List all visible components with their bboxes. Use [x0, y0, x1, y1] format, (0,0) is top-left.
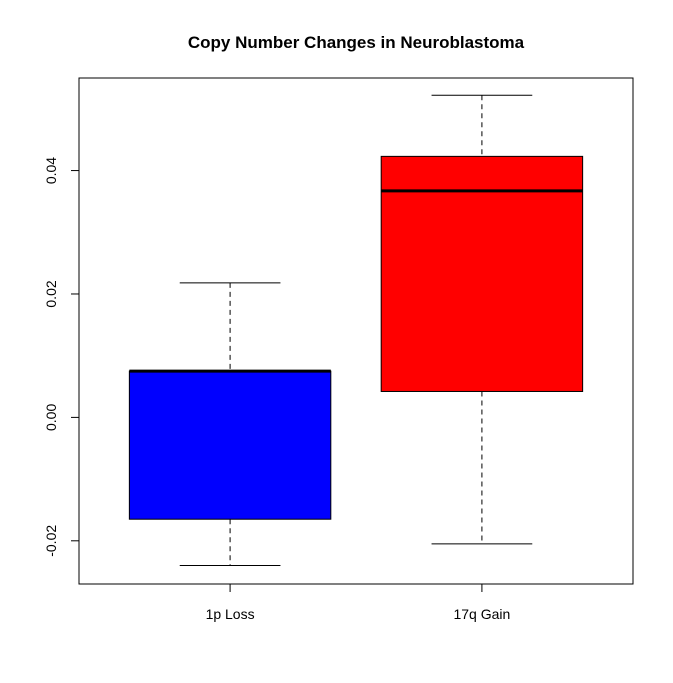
y-tick-label: -0.02: [43, 525, 59, 557]
box-2: [380, 94, 584, 545]
x-axis: 1p Loss 17q Gain: [206, 583, 510, 622]
x-tick-label: 1p Loss: [206, 606, 255, 622]
box-1: [128, 282, 332, 566]
y-tick-label: 0.00: [43, 404, 59, 431]
y-tick-label: 0.02: [43, 280, 59, 307]
box-body: [380, 155, 584, 392]
x-tick-label: 17q Gain: [453, 606, 510, 622]
chart-title: Copy Number Changes in Neuroblastoma: [188, 33, 525, 52]
y-tick-label: 0.04: [43, 157, 59, 184]
y-axis: -0.02 0.00 0.02 0.04: [43, 157, 80, 557]
box-body: [128, 370, 332, 520]
boxes: [128, 94, 584, 566]
